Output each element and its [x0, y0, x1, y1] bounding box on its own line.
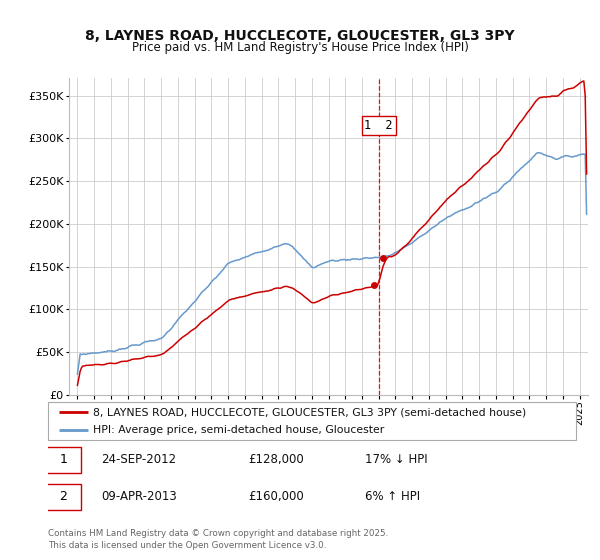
FancyBboxPatch shape: [46, 447, 81, 473]
FancyBboxPatch shape: [48, 402, 576, 440]
Text: 8, LAYNES ROAD, HUCCLECOTE, GLOUCESTER, GL3 3PY: 8, LAYNES ROAD, HUCCLECOTE, GLOUCESTER, …: [85, 29, 515, 43]
FancyBboxPatch shape: [46, 484, 81, 510]
Text: 1: 1: [59, 453, 67, 466]
Text: 8, LAYNES ROAD, HUCCLECOTE, GLOUCESTER, GL3 3PY (semi-detached house): 8, LAYNES ROAD, HUCCLECOTE, GLOUCESTER, …: [93, 407, 526, 417]
Text: 24-SEP-2012: 24-SEP-2012: [101, 453, 176, 466]
Text: Contains HM Land Registry data © Crown copyright and database right 2025.
This d: Contains HM Land Registry data © Crown c…: [48, 529, 388, 550]
Text: 09-APR-2013: 09-APR-2013: [101, 490, 176, 503]
Text: 2: 2: [59, 490, 67, 503]
Text: 1  2: 1 2: [364, 119, 393, 132]
Text: Price paid vs. HM Land Registry's House Price Index (HPI): Price paid vs. HM Land Registry's House …: [131, 40, 469, 54]
Text: £160,000: £160,000: [248, 490, 304, 503]
Text: £128,000: £128,000: [248, 453, 304, 466]
Text: HPI: Average price, semi-detached house, Gloucester: HPI: Average price, semi-detached house,…: [93, 425, 384, 435]
Text: 6% ↑ HPI: 6% ↑ HPI: [365, 490, 420, 503]
Text: 17% ↓ HPI: 17% ↓ HPI: [365, 453, 427, 466]
